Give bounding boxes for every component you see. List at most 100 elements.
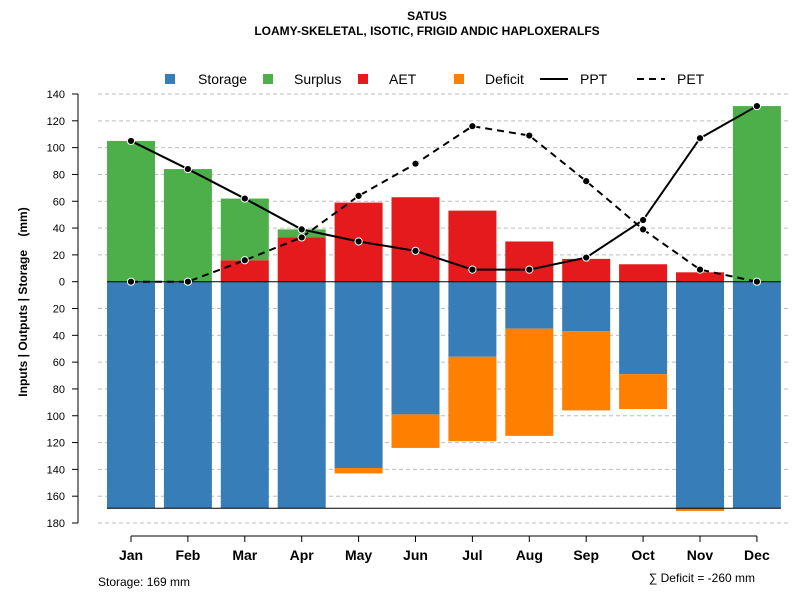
legend-swatch-deficit	[454, 74, 464, 84]
storage-bar	[448, 281, 497, 357]
ppt-point	[525, 265, 534, 274]
pet-point	[183, 277, 192, 286]
legend-label-aet: AET	[389, 71, 417, 87]
pet-point	[582, 177, 591, 186]
bars	[107, 106, 781, 511]
y-tick-label: 100	[47, 411, 65, 423]
y-tick-label: 40	[53, 330, 65, 342]
storage-annotation: Storage: 169 mm	[98, 575, 190, 589]
legend-label-surplus: Surplus	[294, 71, 341, 87]
ppt-point	[639, 215, 648, 225]
storage-bar	[562, 281, 611, 332]
x-tick-label: Oct	[631, 547, 655, 563]
storage-bar	[676, 281, 724, 509]
y-tick-label: 80	[53, 169, 65, 181]
y-tick-label: 0	[59, 277, 65, 289]
y-tick-label: 120	[47, 116, 65, 128]
x-tick-label: Jun	[403, 547, 428, 563]
deficit-bar	[619, 374, 668, 410]
x-tick-label: Feb	[175, 547, 200, 563]
legend-label-ppt: PPT	[580, 71, 608, 87]
storage-bar	[334, 281, 383, 469]
ppt-point	[240, 194, 249, 203]
ppt-point	[468, 265, 477, 274]
x-axis: Jan Feb Mar Apr May Jun Jul Aug Sep Oct Nov Dec	[119, 535, 770, 563]
x-tick-label: Aug	[516, 547, 543, 563]
aet-bar	[562, 258, 611, 282]
surplus-bar	[163, 169, 212, 282]
gridlines	[98, 93, 790, 524]
surplus-bar	[220, 198, 269, 261]
x-tick-label: Jul	[462, 547, 482, 563]
pet-point	[411, 159, 420, 168]
pet-point	[639, 225, 648, 234]
ppt-point	[297, 225, 306, 234]
x-tick-label: Dec	[744, 547, 770, 563]
y-tick-label: 180	[47, 518, 65, 530]
storage-bar	[391, 281, 440, 415]
ppt-point	[582, 253, 591, 262]
pet-point	[695, 265, 705, 274]
chart-subtitle: LOAMY-SKELETAL, ISOTIC, FRIGID ANDIC HAP…	[254, 24, 599, 38]
aet-bar	[619, 264, 668, 282]
legend-swatch-storage	[165, 74, 175, 84]
deficit-bar	[391, 414, 440, 448]
y-tick-label: 60	[53, 196, 65, 208]
deficit-bar	[676, 508, 724, 511]
y-axis-label: Inputs | Outputs | Storage (mm)	[16, 207, 30, 396]
storage-bar	[619, 281, 668, 375]
pet-point	[354, 191, 363, 200]
legend-label-deficit: Deficit	[485, 71, 524, 87]
x-tick-label: Jan	[119, 547, 143, 563]
storage-bar	[163, 281, 212, 509]
aet-bar	[676, 272, 724, 282]
ppt-point	[183, 164, 192, 174]
aet-bar	[505, 241, 554, 282]
deficit-bar	[562, 331, 611, 411]
storage-bar	[220, 281, 269, 509]
y-tick-label: 80	[53, 384, 65, 396]
surplus-bar	[732, 106, 781, 282]
y-tick-label: 120	[47, 438, 65, 450]
legend-swatch-surplus	[263, 74, 273, 84]
pet-line	[131, 125, 758, 283]
y-tick-label: 20	[53, 250, 65, 262]
aet-bar	[391, 197, 440, 282]
x-tick-label: Sep	[573, 547, 599, 563]
ppt-point	[354, 237, 363, 246]
x-tick-label: Nov	[687, 547, 714, 563]
storage-bar	[277, 281, 326, 509]
legend-label-pet: PET	[677, 71, 705, 87]
deficit-annotation: ∑ Deficit = -260 mm	[649, 571, 755, 585]
ppt-line	[130, 105, 758, 271]
deficit-bar	[505, 328, 554, 436]
ppt-point	[695, 134, 705, 143]
legend-swatch-aet	[358, 74, 368, 84]
x-tick-label: May	[345, 547, 372, 563]
y-tick-label: 40	[53, 223, 65, 235]
deficit-bar	[334, 468, 383, 474]
y-tick-label: 60	[53, 357, 65, 369]
pet-point	[297, 233, 306, 242]
x-tick-label: Mar	[232, 547, 257, 563]
storage-bar	[732, 281, 781, 509]
legend-label-storage: Storage	[198, 71, 247, 87]
deficit-bar	[448, 356, 497, 442]
y-tick-label: 20	[53, 304, 65, 316]
y-tick-label: 140	[47, 464, 65, 476]
legend: Storage Surplus AET Deficit PPT PET	[165, 71, 705, 87]
x-tick-label: Apr	[290, 547, 315, 563]
storage-bar	[505, 281, 554, 329]
y-tick-label: 100	[47, 143, 65, 155]
surplus-bar	[107, 140, 155, 282]
y-tick-label: 140	[47, 89, 65, 101]
ppt-point	[411, 246, 420, 255]
aet-bar	[220, 260, 269, 282]
series-lines	[126, 101, 762, 286]
y-axis: 140 120 100 80 60 40 20 0 20 40 60 80 100 120 140 160 18…	[47, 89, 79, 530]
ppt-point	[752, 101, 762, 111]
pet-point	[752, 277, 762, 286]
pet-point	[468, 122, 477, 131]
storage-bar	[107, 281, 155, 509]
